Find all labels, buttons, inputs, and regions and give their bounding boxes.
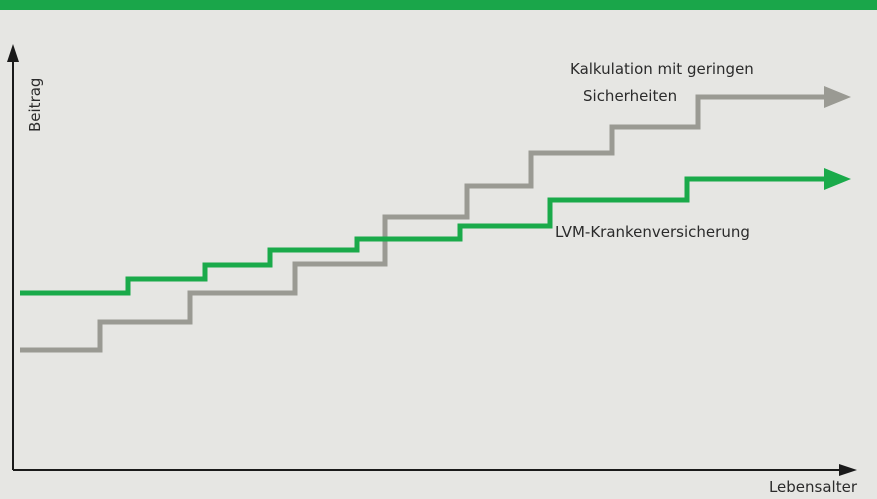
series-label: LVM-Krankenversicherung	[555, 223, 750, 241]
y-axis-label: Beitrag	[26, 78, 44, 132]
step-line-green	[20, 176, 826, 296]
y-axis-arrow	[7, 44, 19, 62]
step-line-gray	[20, 94, 826, 353]
gray-arrow	[824, 86, 851, 108]
series-label: Kalkulation mit geringen	[570, 60, 754, 78]
header-bar	[0, 0, 877, 10]
series-label: Sicherheiten	[583, 87, 677, 105]
x-axis-arrow	[839, 464, 857, 476]
green-arrow	[824, 168, 851, 190]
x-axis-label: Lebensalter	[769, 478, 858, 496]
